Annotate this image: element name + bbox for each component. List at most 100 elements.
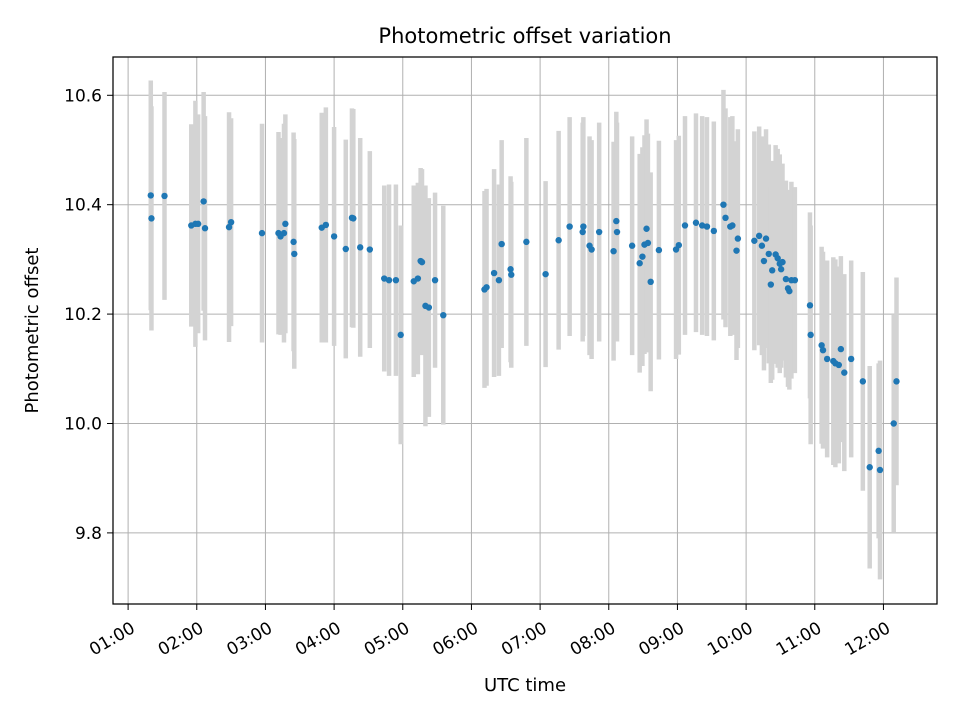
data-point-71 [720, 201, 727, 208]
data-point-106 [859, 378, 867, 385]
data-point-34 [425, 304, 433, 311]
x-tick-label-8: 09:00 [636, 618, 688, 660]
x-axis-title: UTC time [484, 675, 566, 696]
x-tick-label-0: 01:00 [86, 618, 138, 660]
y-tick-label-2: 10.2 [64, 305, 102, 325]
data-point-58 [639, 253, 646, 260]
data-point-107 [866, 464, 873, 471]
data-point-51 [588, 246, 595, 253]
data-point-109 [876, 466, 884, 474]
data-point-32 [418, 258, 426, 266]
data-point-9 [227, 218, 235, 226]
x-tick-label-10: 11:00 [773, 618, 825, 660]
data-point-0 [147, 192, 154, 199]
data-point-54 [613, 217, 620, 225]
data-point-105 [847, 355, 855, 363]
data-point-23 [357, 244, 364, 251]
data-point-102 [835, 361, 843, 369]
data-point-39 [490, 269, 498, 277]
data-point-27 [392, 276, 400, 284]
data-point-55 [613, 228, 621, 236]
y-axis-title: Photometric offset [22, 248, 43, 414]
data-point-70 [710, 227, 718, 235]
data-point-65 [675, 241, 683, 249]
data-point-41 [498, 240, 505, 248]
data-point-56 [628, 242, 636, 249]
data-point-63 [655, 246, 663, 254]
data-point-86 [774, 255, 781, 262]
data-point-94 [791, 276, 799, 284]
data-point-69 [703, 223, 711, 230]
chart-title: Photometric offset variation [378, 24, 671, 48]
data-point-5 [194, 220, 202, 228]
data-point-38 [483, 284, 490, 291]
y-tick-label-3: 10.4 [64, 196, 102, 216]
x-tick-label-2: 03:00 [224, 618, 276, 660]
data-point-53 [610, 247, 617, 255]
data-point-35 [431, 276, 439, 284]
data-point-90 [782, 275, 790, 283]
y-tick-label-4: 10.6 [64, 86, 102, 106]
x-tick-label-9: 10:00 [704, 618, 756, 660]
y-tick-label-1: 10.0 [64, 414, 102, 434]
x-tick-label-6: 07:00 [498, 618, 550, 660]
data-point-60 [643, 225, 650, 232]
data-point-7 [201, 225, 209, 232]
data-point-97 [818, 342, 825, 349]
plot-frame [112, 56, 938, 605]
y-tick-label-0: 9.8 [75, 524, 102, 544]
data-point-72 [722, 214, 729, 222]
data-point-47 [566, 223, 573, 230]
data-point-67 [692, 219, 700, 226]
data-point-26 [385, 276, 393, 284]
grid [113, 57, 937, 604]
data-point-48 [579, 228, 586, 236]
data-point-89 [779, 258, 786, 266]
data-point-57 [636, 260, 643, 267]
data-point-10 [258, 229, 266, 237]
data-point-2 [161, 192, 168, 200]
data-point-22 [350, 215, 357, 222]
data-point-24 [366, 246, 374, 253]
data-point-108 [875, 447, 882, 455]
data-point-80 [760, 257, 768, 265]
data-point-88 [777, 266, 785, 273]
data-point-14 [282, 220, 289, 228]
data-point-1 [148, 215, 155, 222]
data-point-62 [647, 278, 654, 286]
data-point-92 [786, 287, 793, 295]
data-point-75 [733, 247, 740, 254]
error-bars [148, 80, 899, 580]
data-point-99 [823, 355, 831, 363]
data-point-44 [523, 238, 530, 246]
x-tick-label-7: 08:00 [567, 618, 619, 660]
data-point-30 [414, 275, 422, 282]
data-point-79 [758, 242, 766, 249]
data-point-15 [290, 238, 297, 246]
data-point-95 [806, 302, 814, 309]
data-point-8 [225, 223, 233, 231]
x-tick-label-11: 12:00 [842, 618, 894, 660]
data-point-52 [595, 228, 603, 236]
data-point-20 [342, 245, 349, 253]
data-point-36 [440, 311, 447, 319]
data-point-77 [751, 237, 758, 244]
data-point-76 [734, 235, 742, 242]
data-point-84 [769, 267, 776, 274]
data-point-68 [698, 222, 706, 229]
data-point-78 [755, 232, 763, 240]
data-point-6 [200, 198, 207, 205]
data-point-18 [322, 221, 330, 229]
x-tick-label-5: 06:00 [430, 618, 482, 660]
data-point-104 [841, 369, 848, 376]
data-point-81 [762, 235, 770, 242]
data-point-49 [580, 223, 587, 230]
data-point-28 [397, 331, 404, 339]
data-point-82 [765, 250, 772, 258]
data-point-110 [890, 420, 897, 427]
data-point-61 [644, 239, 652, 247]
x-tick-label-4: 05:00 [361, 618, 413, 660]
data-point-66 [681, 222, 689, 229]
